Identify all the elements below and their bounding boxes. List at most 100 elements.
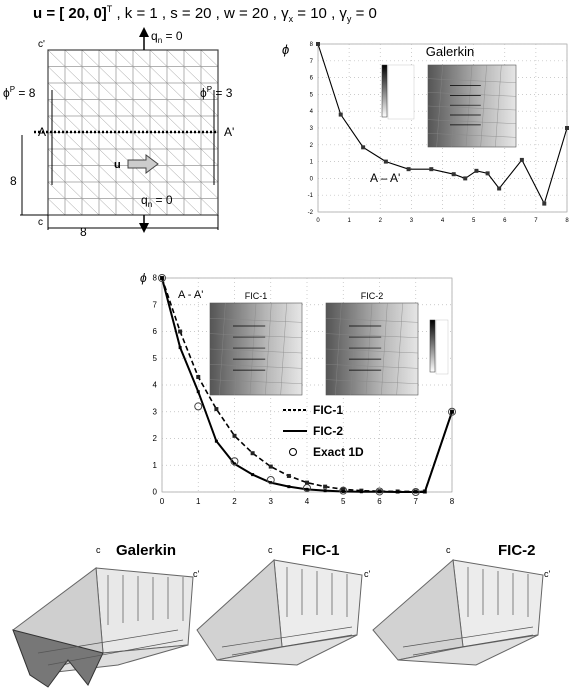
plot-area: 0 1 2 3 4 5 6 7 8 -2 -1 0 1 2 3 4 5 6 7 8 ϕ bbox=[282, 42, 569, 224]
colorbar-ramp bbox=[429, 319, 436, 373]
surface-c-prime: c' bbox=[544, 569, 551, 579]
y-tick-label: 1 bbox=[153, 461, 158, 470]
chart-annotation: A – A' bbox=[370, 171, 400, 185]
data-point-exact bbox=[230, 457, 239, 466]
data-point bbox=[463, 176, 468, 181]
data-point-fic1 bbox=[286, 473, 291, 478]
data-point-fic1 bbox=[214, 407, 219, 412]
y-tick-label: 1 bbox=[310, 160, 314, 166]
y-tick-label: 2 bbox=[153, 434, 158, 443]
data-point-exact bbox=[303, 483, 311, 492]
velocity-label: u = [ 20, 0] bbox=[33, 5, 107, 22]
data-point-fic2 bbox=[323, 489, 327, 493]
data-point-exact bbox=[375, 487, 384, 496]
y-tick-label: 5 bbox=[153, 354, 158, 363]
data-point-fic2 bbox=[233, 462, 236, 466]
x-tick-label: 8 bbox=[565, 218, 569, 224]
data-point-fic1 bbox=[341, 487, 346, 492]
y-tick-label: 8 bbox=[153, 274, 158, 283]
velocity-arrow-icon bbox=[127, 154, 159, 174]
inset-label: FIC-1 bbox=[245, 291, 268, 301]
qn-top-label: qn = 0 bbox=[151, 29, 183, 45]
x-tick-label: 0 bbox=[160, 497, 165, 506]
y-tick-label: 7 bbox=[153, 300, 158, 309]
inset-label: FIC-2 bbox=[361, 291, 384, 301]
inset-contour-plot: FIC-1 bbox=[209, 291, 303, 396]
surface-c: c bbox=[96, 545, 101, 555]
surface-mesh-lines bbox=[221, 567, 353, 656]
colorbar bbox=[429, 319, 436, 373]
data-point-fic1 bbox=[268, 464, 273, 469]
legend: FIC-1 FIC-2 Exact 1D bbox=[283, 403, 364, 459]
data-point bbox=[519, 157, 524, 162]
y-tick-label: 2 bbox=[310, 143, 314, 149]
data-point bbox=[474, 168, 479, 173]
inset-contour-plot: FIC-2 bbox=[325, 291, 419, 396]
surface-c: c bbox=[446, 545, 451, 555]
data-point-exact bbox=[158, 274, 166, 282]
gamma-y-value: = 0 bbox=[351, 5, 377, 22]
data-point-exact bbox=[448, 407, 456, 416]
data-point-exact bbox=[411, 488, 420, 496]
y-tick-label: 0 bbox=[310, 176, 314, 182]
section-label-A-prime: A' bbox=[224, 125, 234, 139]
gamma-x-value: = 10 , γ bbox=[293, 5, 347, 22]
data-point-fic2 bbox=[305, 487, 309, 491]
data-point-fic2 bbox=[214, 439, 218, 443]
surface-galerkin: Galerkin c c' bbox=[12, 542, 200, 688]
data-point-fic2 bbox=[269, 481, 273, 485]
legend-swatch-exact bbox=[289, 448, 297, 456]
data-point-fic2 bbox=[178, 346, 182, 350]
inset-field bbox=[325, 302, 419, 396]
x-tick-label: 6 bbox=[503, 218, 507, 224]
data-point-fic2 bbox=[396, 490, 400, 494]
y-tick-label: -1 bbox=[308, 193, 314, 199]
galerkin-chart: 0 1 2 3 4 5 6 7 8 -2 -1 0 1 2 3 4 5 6 7 8 ϕ Galerkin A – A' bbox=[282, 42, 569, 224]
x-tick-label: 0 bbox=[316, 218, 320, 224]
transpose-sup: T bbox=[106, 4, 113, 14]
dim-left-label: 8 bbox=[10, 174, 17, 188]
y-tick-label: 4 bbox=[153, 381, 158, 390]
arrow-up-icon bbox=[139, 27, 149, 37]
inset-field bbox=[209, 302, 303, 396]
surface-title-fic2: FIC-2 bbox=[498, 542, 536, 559]
data-point-exact bbox=[194, 402, 203, 411]
surface-back-wall bbox=[95, 567, 194, 654]
gamma-y-sub: y bbox=[346, 14, 352, 24]
data-point-fic2 bbox=[414, 490, 418, 494]
data-point-fic2 bbox=[287, 485, 291, 489]
data-point bbox=[406, 167, 411, 172]
y-tick-label: 8 bbox=[310, 42, 314, 48]
triangle-mesh bbox=[47, 49, 219, 216]
surface-fic2: FIC-2 c c' bbox=[372, 542, 551, 666]
inset-contour-plot bbox=[427, 64, 517, 148]
series-line-fic1 bbox=[161, 277, 453, 493]
y-tick-label: 6 bbox=[153, 327, 158, 336]
legend-label: Exact 1D bbox=[313, 445, 364, 459]
x-tick-label: 1 bbox=[196, 497, 201, 506]
data-point bbox=[565, 126, 569, 130]
surface-mesh-lines bbox=[402, 567, 534, 656]
data-point-exact bbox=[266, 475, 275, 484]
surfaces-row: Galerkin c c' FIC-1 c c' FIC-2 c c' bbox=[0, 535, 579, 694]
data-point bbox=[497, 186, 502, 191]
y-tick-label: 3 bbox=[310, 126, 314, 132]
surface-mesh-lines bbox=[37, 575, 184, 666]
data-point-fic2 bbox=[359, 490, 363, 494]
dim-bottom-label: 8 bbox=[80, 225, 87, 239]
params-rest: , k = 1 , s = 20 , w = 20 , γ bbox=[112, 5, 289, 22]
surface-title-fic1: FIC-1 bbox=[302, 542, 340, 559]
data-point bbox=[429, 167, 434, 172]
x-tick-label: 4 bbox=[305, 497, 310, 506]
x-tick-label: 3 bbox=[269, 497, 274, 506]
parameters-header: u = [ 20, 0]T , k = 1 , s = 20 , w = 20 … bbox=[33, 4, 377, 24]
x-tick-label: 5 bbox=[472, 218, 476, 224]
velocity-arrow-label: u bbox=[114, 159, 121, 171]
data-point-exact bbox=[339, 486, 348, 495]
surface-c: c bbox=[268, 545, 273, 555]
data-point bbox=[485, 171, 490, 176]
surface-title-galerkin: Galerkin bbox=[116, 542, 176, 559]
data-point bbox=[542, 201, 547, 206]
x-tick-label: 6 bbox=[377, 497, 382, 506]
